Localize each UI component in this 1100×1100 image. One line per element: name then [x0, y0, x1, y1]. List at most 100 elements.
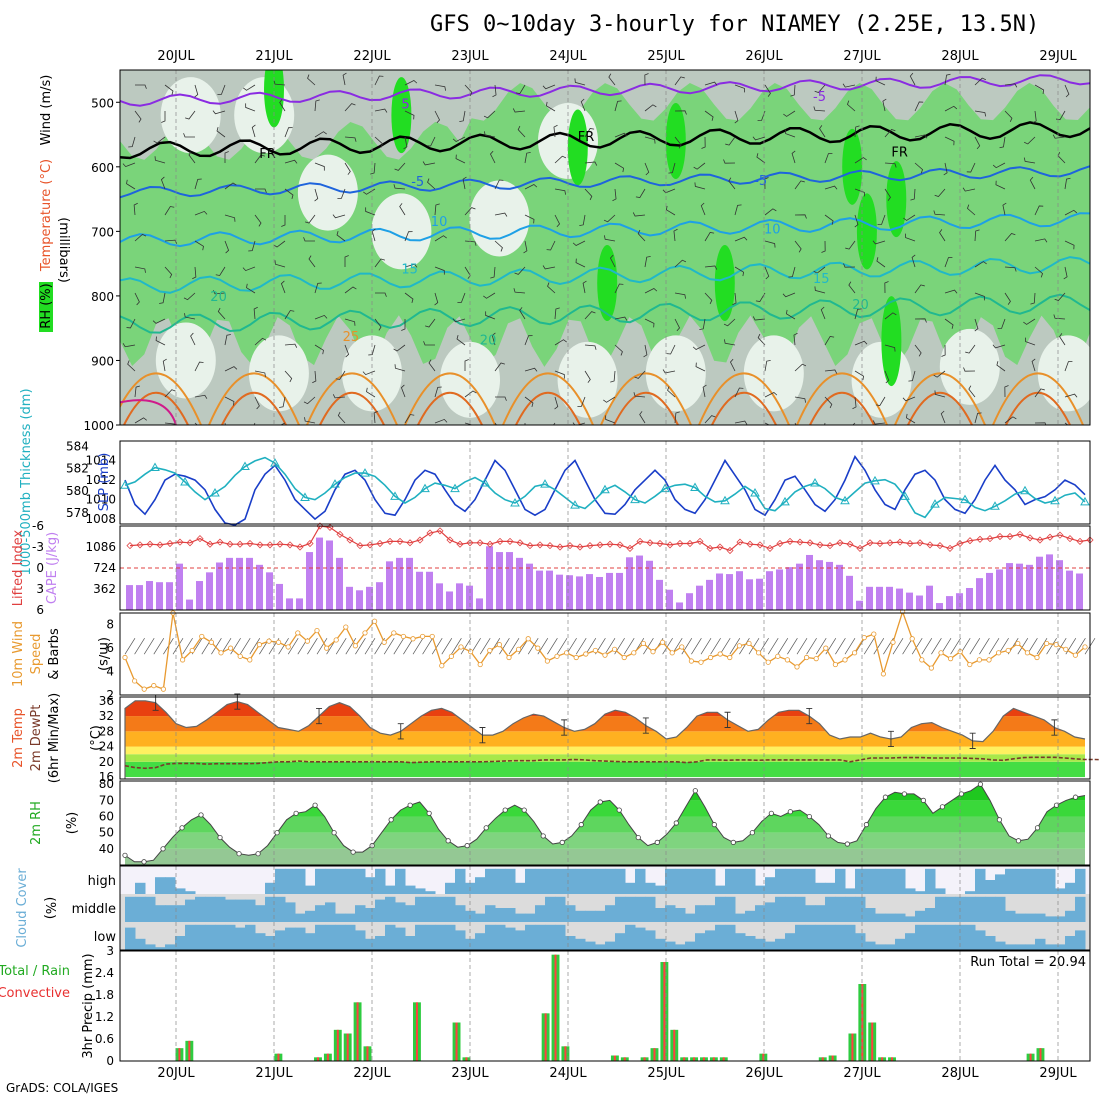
- lifted-index-marker: [836, 539, 844, 547]
- wind-barb: [494, 240, 503, 252]
- wind-speed-marker: [995, 650, 1002, 656]
- isotherm-25-arc: [208, 372, 300, 425]
- surface-wind-barb: [806, 637, 817, 655]
- cloud-low-bar: [315, 924, 326, 950]
- surface-wind-barb: [1046, 637, 1057, 655]
- wind-barb: [393, 344, 406, 352]
- cloud-high-bar: [775, 868, 786, 894]
- wind-barb: [314, 282, 322, 294]
- wind-barb: [764, 240, 776, 248]
- cloud-low-bar: [1005, 944, 1016, 950]
- cloud-high-bar: [1015, 868, 1026, 894]
- surface-wind-barb: [729, 637, 741, 655]
- date-label-top: 28JUL: [941, 49, 979, 64]
- wind-barb: [274, 260, 286, 268]
- wind-barb: [793, 332, 798, 346]
- precip-convective-bar: [346, 1033, 349, 1061]
- cloud-high-bar: [605, 868, 616, 894]
- lifted-index-marker: [936, 542, 944, 550]
- wind-barb: [394, 162, 406, 171]
- wind-barb: [254, 154, 265, 164]
- cloud-middle-bar: [1025, 913, 1036, 922]
- surface-wind-barb: [892, 637, 904, 655]
- wind-barb: [337, 188, 346, 199]
- temp-band: [125, 731, 1085, 747]
- cloud-low-bar: [1065, 936, 1076, 950]
- rh-marker: [692, 788, 698, 794]
- cape-bar: [866, 586, 873, 610]
- wind-barb: [884, 281, 889, 294]
- rh-marker: [255, 851, 261, 857]
- rh-marker: [597, 799, 603, 805]
- wind-speed-marker: [592, 647, 599, 654]
- panel4-frame: [119, 612, 1091, 696]
- surface-wind-barb: [393, 637, 405, 655]
- lifted-index-marker: [336, 530, 344, 538]
- surface-wind-barb: [681, 637, 693, 655]
- date-label-bottom: 26JUL: [745, 1066, 783, 1081]
- cloud-middle-bar: [715, 896, 726, 922]
- wind-barb: [940, 410, 946, 424]
- surface-wind-barb: [585, 637, 597, 655]
- wind-speed-marker: [890, 639, 896, 645]
- wind-barb: [217, 84, 226, 95]
- cloud-middle-bar: [155, 905, 166, 922]
- cape-bar: [446, 591, 453, 610]
- panel2-left-tick: 584: [66, 440, 89, 454]
- cloud-high-bar: [175, 888, 186, 894]
- lifted-index-marker: [396, 537, 404, 545]
- wind-speed-marker: [727, 654, 733, 661]
- cloud-low-bar: [675, 944, 686, 950]
- cloud-high-bar: [565, 868, 576, 894]
- cloud-middle-bar: [285, 902, 296, 922]
- cape-bar: [256, 564, 263, 610]
- cloud-low-bar: [425, 924, 436, 950]
- wind-speed-marker: [180, 657, 186, 663]
- wind-barb: [813, 106, 826, 112]
- rh-marker: [825, 833, 831, 839]
- wind-barb: [272, 422, 286, 425]
- wind-speed-marker: [419, 633, 426, 640]
- cloud-low-bar: [745, 936, 756, 950]
- wind-barb: [903, 214, 916, 221]
- cloud-low-bar: [985, 936, 996, 950]
- wind-barb: [434, 418, 448, 424]
- precip-convective-bar: [683, 1057, 686, 1061]
- cloud-high-bar: [595, 868, 606, 894]
- cloud-low-bar: [485, 924, 496, 950]
- rh-saturated-column: [391, 77, 412, 154]
- wind-barb: [704, 292, 713, 305]
- lifted-index-marker: [586, 542, 594, 550]
- wind-barb: [434, 386, 442, 398]
- precip-convective-bar: [316, 1057, 319, 1061]
- temp-minmax-bar: [479, 727, 486, 744]
- wind-barb: [523, 240, 528, 254]
- wind-speed-marker: [698, 659, 704, 665]
- cloud-high-bar: [825, 882, 836, 894]
- surface-wind-barb: [1065, 637, 1077, 655]
- wind-speed-marker: [861, 634, 867, 641]
- wind-barb: [872, 240, 886, 245]
- cloud-low-bar: [605, 941, 616, 950]
- cloud-low-bar: [1075, 930, 1086, 950]
- surface-wind-barb: [643, 637, 654, 655]
- contour-label: 15: [401, 262, 418, 277]
- wind-barb: [404, 231, 413, 242]
- cloud-middle-bar: [855, 896, 866, 922]
- wind-speed-marker: [439, 663, 445, 669]
- wind-speed-marker: [659, 639, 666, 645]
- footer-credit: GrADS: COLA/IGES: [6, 1081, 119, 1095]
- wind-barb: [1034, 388, 1045, 398]
- wind-speed-marker: [679, 644, 685, 650]
- wind-barb: [934, 188, 946, 198]
- surface-wind-barb: [383, 637, 395, 655]
- cape-bar: [476, 598, 483, 610]
- precip-convective-bar: [623, 1057, 626, 1061]
- thickness-marker: [630, 494, 640, 504]
- cloud-high-bar: [505, 868, 516, 894]
- wind-speed-marker: [275, 639, 282, 645]
- wind-speed-marker: [967, 661, 973, 668]
- wind-barb: [483, 110, 496, 119]
- surface-wind-barb: [499, 637, 510, 655]
- wind-barb: [909, 72, 916, 86]
